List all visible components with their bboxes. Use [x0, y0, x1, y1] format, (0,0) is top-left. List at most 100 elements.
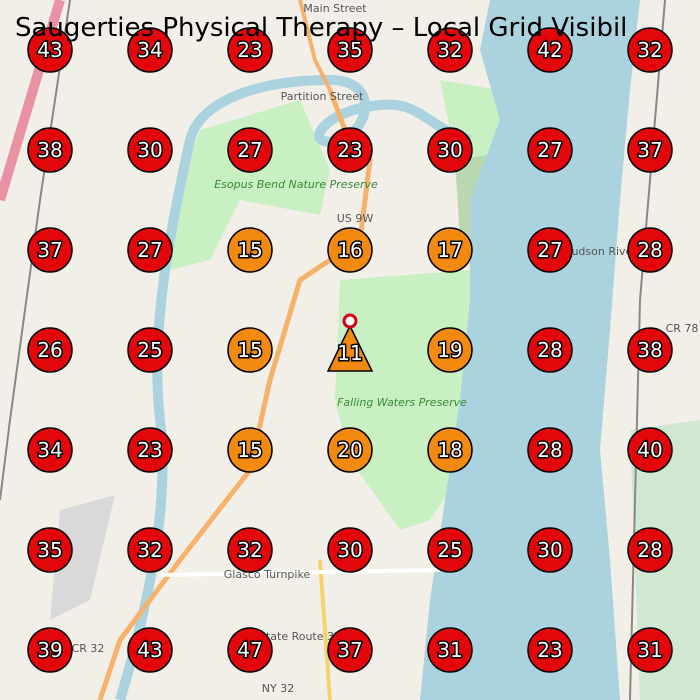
rank-label: 38	[637, 338, 662, 362]
rank-marker	[327, 427, 373, 473]
rank-marker	[227, 627, 273, 673]
rank-label: 15	[237, 338, 262, 362]
rank-label: 27	[537, 138, 562, 162]
rank-label: 43	[137, 638, 162, 662]
railway	[0, 0, 71, 501]
rank-label: 38	[37, 138, 62, 162]
rank-marker	[427, 27, 473, 73]
rank-label: 26	[37, 338, 62, 362]
map-label: Esopus Bend Nature Preserve	[214, 178, 378, 191]
rank-marker	[27, 627, 73, 673]
rank-marker	[127, 527, 173, 573]
rank-marker	[127, 427, 173, 473]
rank-label: 34	[137, 38, 162, 62]
rank-label: 35	[37, 538, 62, 562]
rank-label: 23	[537, 638, 562, 662]
rank-marker	[327, 627, 373, 673]
rank-label: 23	[237, 38, 262, 62]
rank-marker	[527, 127, 573, 173]
rank-label: 30	[437, 138, 462, 162]
rank-marker	[527, 27, 573, 73]
rank-label: 30	[137, 138, 162, 162]
map-label: Hudson River	[563, 245, 637, 258]
railway	[629, 0, 666, 700]
rank-marker	[27, 427, 73, 473]
map-label: Partition Street	[281, 90, 364, 103]
rank-marker	[127, 127, 173, 173]
road	[159, 568, 441, 577]
rank-marker	[127, 227, 173, 273]
rank-label: 34	[37, 438, 62, 462]
rank-label: 32	[137, 538, 162, 562]
rank-label: 37	[637, 138, 662, 162]
rank-label: 32	[437, 38, 462, 62]
rank-marker	[27, 327, 73, 373]
rank-label: 37	[37, 238, 62, 262]
map-title: Saugerties Physical Therapy – Local Grid…	[15, 13, 627, 43]
rank-label: 31	[437, 638, 462, 662]
rank-marker	[527, 627, 573, 673]
rank-marker	[227, 227, 273, 273]
rank-label: 25	[137, 338, 162, 362]
rank-marker	[27, 527, 73, 573]
rank-marker	[27, 227, 73, 273]
rank-marker	[327, 127, 373, 173]
rank-label: 25	[437, 538, 462, 562]
rank-marker	[427, 127, 473, 173]
rank-marker	[427, 527, 473, 573]
rank-marker	[27, 27, 73, 73]
park	[170, 100, 330, 270]
rank-marker	[627, 627, 673, 673]
map-label: Falling Waters Preserve	[337, 396, 467, 409]
rank-marker	[527, 227, 573, 273]
map-label: US 9W	[337, 212, 374, 225]
rank-label: 18	[437, 438, 462, 462]
rank-label: 19	[437, 338, 462, 362]
map-label: Glasco Turnpike	[224, 568, 311, 581]
rank-marker	[127, 627, 173, 673]
rank-label: 27	[237, 138, 262, 162]
rank-marker	[127, 327, 173, 373]
rank-label: 27	[137, 238, 162, 262]
center-marker	[326, 324, 374, 372]
rank-marker	[627, 127, 673, 173]
rank-label: 30	[537, 538, 562, 562]
rank-marker	[227, 27, 273, 73]
rank-marker	[427, 327, 473, 373]
rank-label: 17	[437, 238, 462, 262]
rank-marker	[527, 527, 573, 573]
rank-marker	[427, 427, 473, 473]
rank-label: 11	[337, 341, 362, 365]
rank-label: 30	[337, 538, 362, 562]
rank-marker	[627, 227, 673, 273]
rank-label: 47	[237, 638, 262, 662]
rank-label: 31	[637, 638, 662, 662]
rank-label: 35	[337, 38, 362, 62]
rank-label: 20	[337, 438, 362, 462]
rank-label: 15	[237, 438, 262, 462]
map-label: CR 32	[72, 642, 105, 655]
rank-marker	[227, 427, 273, 473]
rank-label: 28	[637, 538, 662, 562]
rank-label: 15	[237, 238, 262, 262]
rank-marker	[127, 27, 173, 73]
rank-label: 37	[337, 638, 362, 662]
rank-marker	[627, 527, 673, 573]
rank-label: 23	[137, 438, 162, 462]
rank-marker	[627, 327, 673, 373]
rank-label: 23	[337, 138, 362, 162]
rank-marker	[327, 527, 373, 573]
industrial	[50, 495, 115, 620]
rank-label: 32	[637, 38, 662, 62]
map-label: CR 78	[666, 322, 699, 335]
rank-marker	[427, 627, 473, 673]
rank-marker	[27, 127, 73, 173]
rank-marker	[627, 27, 673, 73]
rank-label: 27	[537, 238, 562, 262]
rank-marker	[227, 127, 273, 173]
rank-label: 28	[637, 238, 662, 262]
road	[318, 559, 332, 700]
map-label: NY 32	[262, 682, 294, 695]
rank-label: 32	[237, 538, 262, 562]
